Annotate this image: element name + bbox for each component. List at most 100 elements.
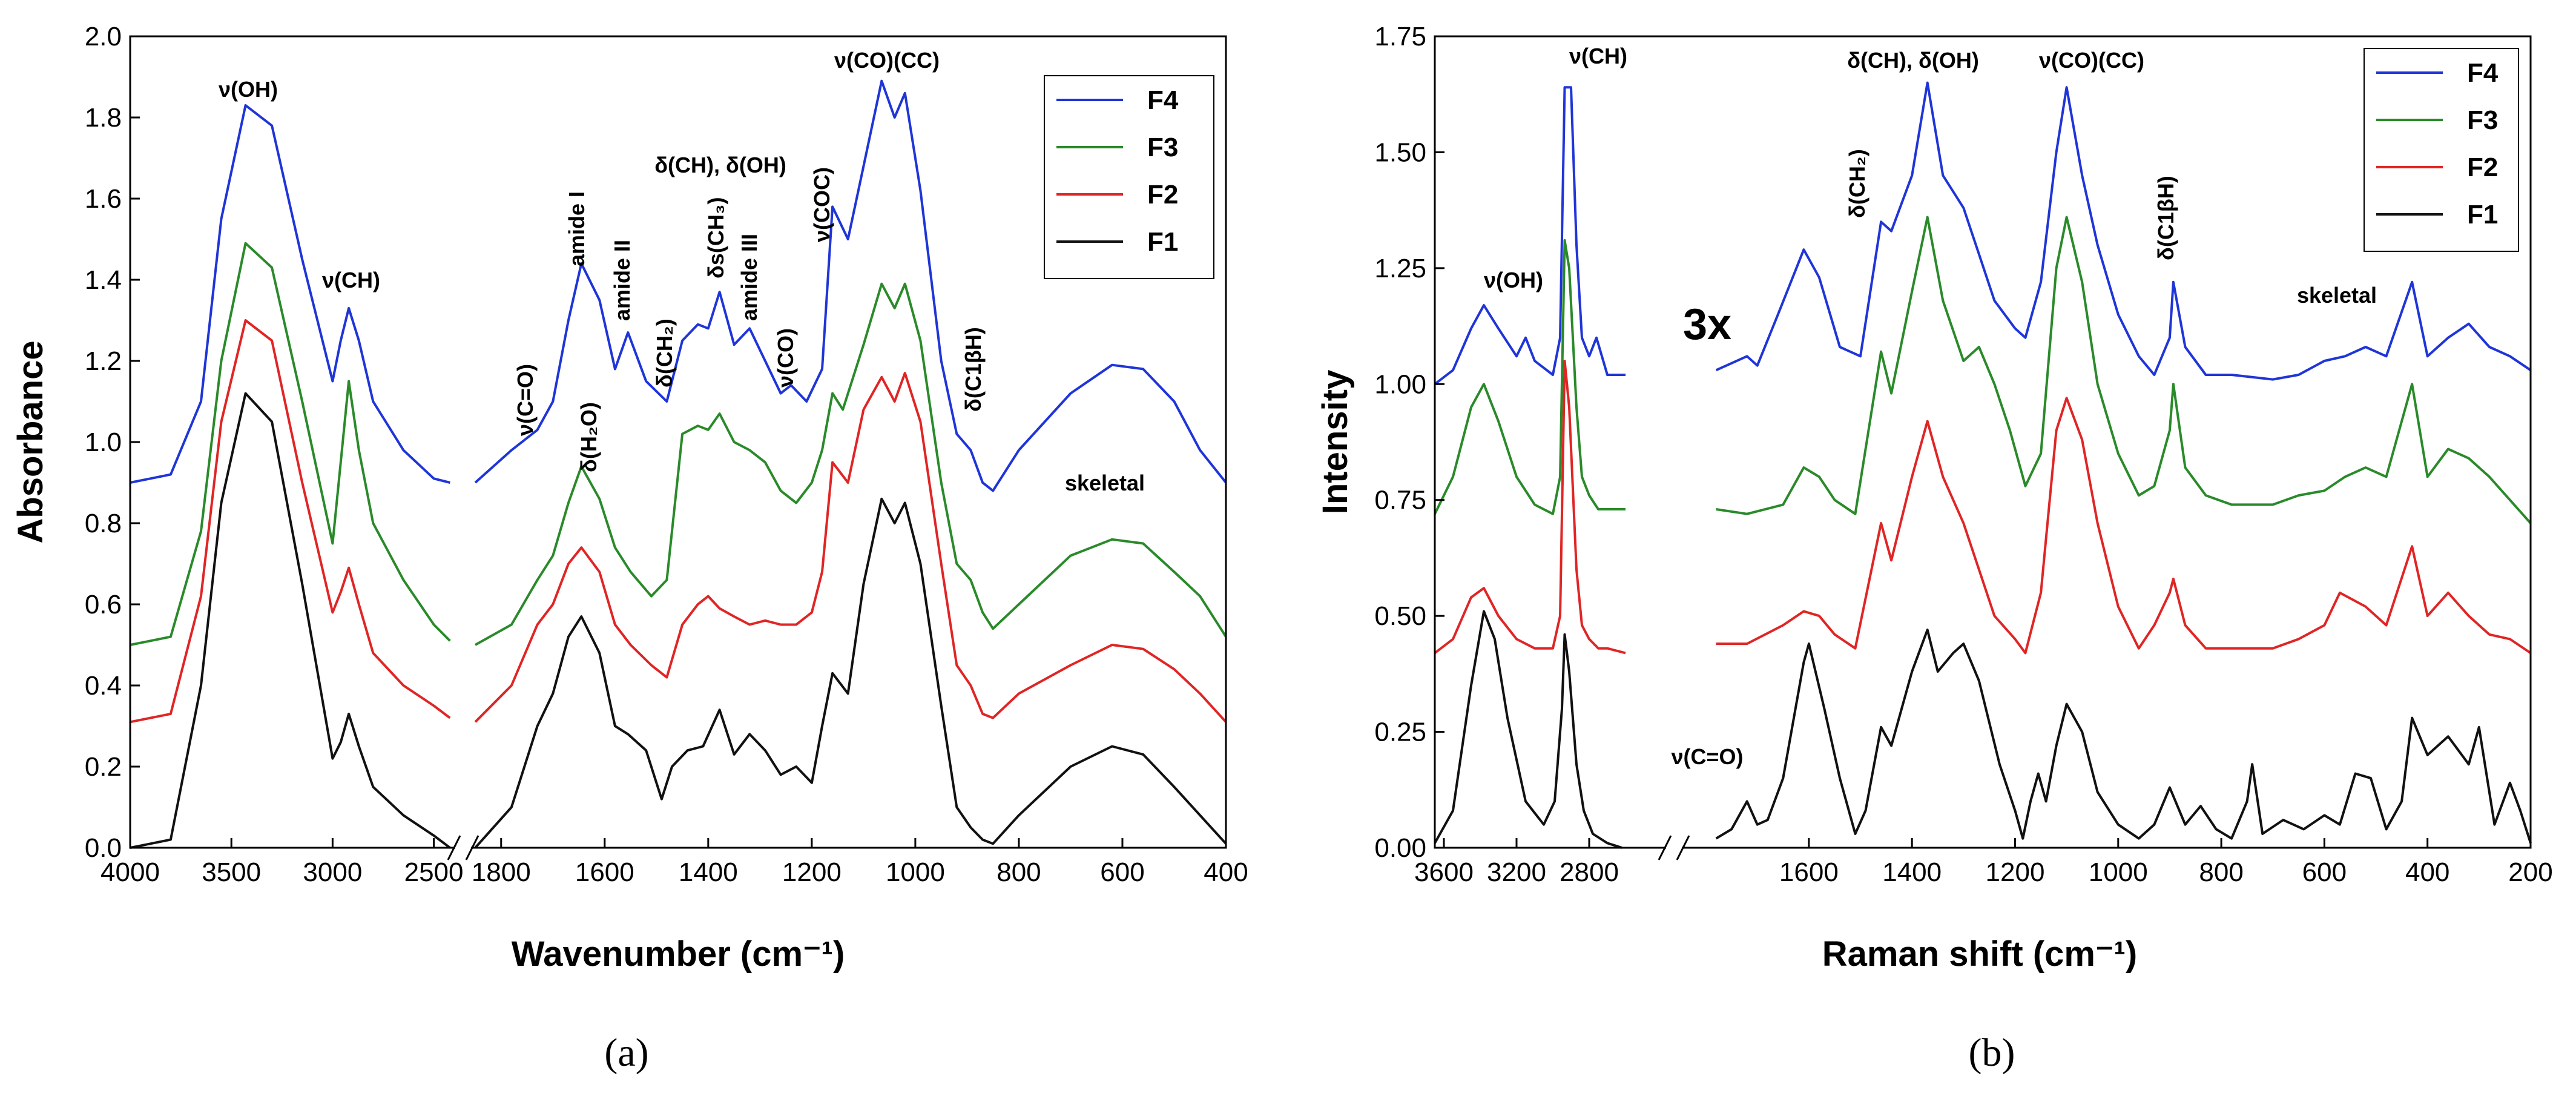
- annotation-b-v-co-carbonyl: ν(C=O): [1671, 744, 1743, 769]
- series-F2-segment-0: [1434, 360, 1626, 655]
- series-F4-segment-0: [130, 104, 450, 484]
- x-tick-label: 1200: [782, 857, 842, 887]
- x-tick-label: 600: [2302, 857, 2347, 887]
- panel-b-legend: F4 F3 F2 F1: [2364, 48, 2519, 252]
- y-tick-label: 2.0: [85, 22, 122, 51]
- x-tick-label: 1200: [1986, 857, 2045, 887]
- annotation-b-d-c1bh: δ(C1βH): [2153, 176, 2178, 260]
- series-F3-segment-0: [1434, 239, 1626, 515]
- x-tick-label: 1400: [1882, 857, 1942, 887]
- y-tick-label: 0.25: [1374, 718, 1426, 747]
- x-tick-label: 1600: [575, 857, 634, 887]
- y-tick-label: 0.4: [85, 671, 122, 701]
- legend-label-F4: F4: [1147, 85, 1179, 115]
- x-tick-label: 1000: [2089, 857, 2148, 887]
- y-tick-label: 1.4: [85, 265, 122, 295]
- y-tick-label: 1.8: [85, 103, 122, 133]
- panel-a-x-ticks: 4000 3500 3000 2500 1800 1600 1400 1200 1000 800 6…: [100, 838, 1248, 887]
- x-tick-label: 4000: [100, 857, 160, 887]
- panel-b-series-group: [1434, 81, 2532, 849]
- annotation-amide-ii: amide II: [610, 240, 634, 321]
- annotation-b-v-ch: ν(CH): [1569, 44, 1627, 68]
- panel-b-scale-note: 3x: [1683, 300, 1731, 349]
- annotation-ds-ch3: δs(CH₃): [703, 197, 728, 279]
- y-tick-label: 0.6: [85, 590, 122, 619]
- x-tick-label: 3600: [1414, 857, 1474, 887]
- x-tick-label: 1400: [679, 857, 738, 887]
- panel-b-x-axis-title: Raman shift (cm⁻¹): [1822, 934, 2137, 974]
- annotation-v-ch: ν(CH): [322, 268, 380, 292]
- series-F2-segment-1: [1716, 397, 2532, 655]
- annotation-b-v-co-cc: ν(CO)(CC): [2039, 48, 2144, 73]
- y-tick-label: 1.75: [1374, 22, 1426, 51]
- panel-b-x-ticks: 3600 3200 2800 1600 1400 1200 1000 800 600 400 200: [1414, 838, 2553, 887]
- y-tick-label: 0.2: [85, 752, 122, 782]
- legend-label-F3: F3: [2467, 105, 2498, 135]
- y-tick-label: 1.50: [1374, 137, 1426, 167]
- x-tick-label: 2800: [1560, 857, 1619, 887]
- annotation-b-d-ch2: δ(CH₂): [1845, 149, 1869, 218]
- y-tick-label: 1.2: [85, 346, 122, 376]
- panel-a-plot-frame: [129, 35, 1227, 849]
- legend-label-F3: F3: [1147, 133, 1178, 162]
- panel-b-raman-chart: 0.00 0.25 0.50 0.75 1.00 1.25 1.50 1.75 3600 320…: [1316, 22, 2553, 974]
- x-tick-label: 400: [2405, 857, 2449, 887]
- panel-a-axis-break: [447, 835, 479, 860]
- x-tick-label: 800: [2199, 857, 2243, 887]
- annotation-d-c1bh: δ(C1βH): [961, 327, 986, 412]
- y-tick-label: 1.25: [1374, 254, 1426, 283]
- x-tick-label: 1800: [472, 857, 531, 887]
- annotation-v-co-cc: ν(CO)(CC): [834, 48, 940, 73]
- series-F1-segment-1: [1715, 629, 2532, 844]
- annotation-skeletal: skeletal: [1065, 471, 1145, 495]
- x-tick-label: 2500: [404, 857, 464, 887]
- panel-a-y-ticks: 0.0 0.2 0.4 0.6 0.8 1.0 1.2 1.4 1.6 1.8 2.0: [85, 22, 140, 863]
- panel-a-x-axis-title: Wavenumber (cm⁻¹): [512, 934, 845, 974]
- x-tick-label: 3000: [303, 857, 362, 887]
- x-tick-label: 1600: [1779, 857, 1839, 887]
- y-tick-label: 0.00: [1374, 833, 1426, 863]
- y-tick-label: 0.8: [85, 509, 122, 538]
- x-tick-label: 1000: [886, 857, 945, 887]
- series-F3-segment-1: [1716, 216, 2532, 524]
- panel-a-y-axis-title: Absorbance: [11, 340, 50, 543]
- caption-a: (a): [604, 1031, 648, 1075]
- x-tick-label: 800: [996, 857, 1041, 887]
- x-tick-label: 400: [1204, 857, 1248, 887]
- annotation-v-coc: ν(COC): [809, 167, 834, 242]
- panel-a-series-group: [130, 79, 1227, 849]
- series-F3-segment-1: [475, 282, 1227, 646]
- panel-b-y-ticks: 0.00 0.25 0.50 0.75 1.00 1.25 1.50 1.75: [1374, 22, 1444, 863]
- series-F4-segment-0: [1434, 86, 1626, 385]
- annotation-b-d-ch-d-oh: δ(CH), δ(OH): [1847, 48, 1979, 73]
- x-tick-label: 3500: [202, 857, 261, 887]
- series-F3-segment-0: [130, 242, 451, 646]
- legend-label-F2: F2: [2467, 153, 2498, 182]
- legend-label-F4: F4: [2467, 58, 2499, 88]
- legend-label-F2: F2: [1147, 180, 1178, 210]
- series-F1-segment-1: [474, 497, 1227, 849]
- y-tick-label: 1.6: [85, 184, 122, 214]
- annotation-b-v-oh: ν(OH): [1484, 268, 1543, 292]
- y-tick-label: 0.75: [1374, 486, 1426, 515]
- annotation-amide-i: amide I: [564, 191, 589, 266]
- x-tick-label: 3200: [1487, 857, 1546, 887]
- caption-b: (b): [1969, 1031, 2015, 1075]
- series-F4-segment-1: [1715, 81, 2532, 381]
- y-tick-label: 0.50: [1374, 601, 1426, 631]
- series-F4-segment-1: [474, 79, 1227, 492]
- x-tick-label: 600: [1100, 857, 1144, 887]
- series-F1-segment-0: [130, 392, 451, 849]
- panel-a-ftir-chart: 0.0 0.2 0.4 0.6 0.8 1.0 1.2 1.4 1.6 1.8 2.0 4000 35…: [11, 22, 1248, 974]
- y-tick-label: 1.0: [85, 428, 122, 457]
- y-tick-label: 1.00: [1374, 369, 1426, 399]
- annotation-v-oh: ν(OH): [219, 77, 278, 102]
- panel-b-y-axis-title: Intensity: [1316, 370, 1355, 515]
- x-tick-label: 200: [2508, 857, 2552, 887]
- annotation-d-h2o: δ(H₂O): [576, 402, 601, 472]
- panel-b-annotations: ν(OH) ν(CH) δ(CH₂) δ(CH), δ(OH) ν(CO)(CC…: [1484, 44, 2377, 769]
- y-tick-label: 0.0: [85, 833, 122, 863]
- annotation-v-co: ν(CO): [773, 328, 798, 388]
- annotation-v-co-carbonyl: ν(C=O): [513, 364, 538, 436]
